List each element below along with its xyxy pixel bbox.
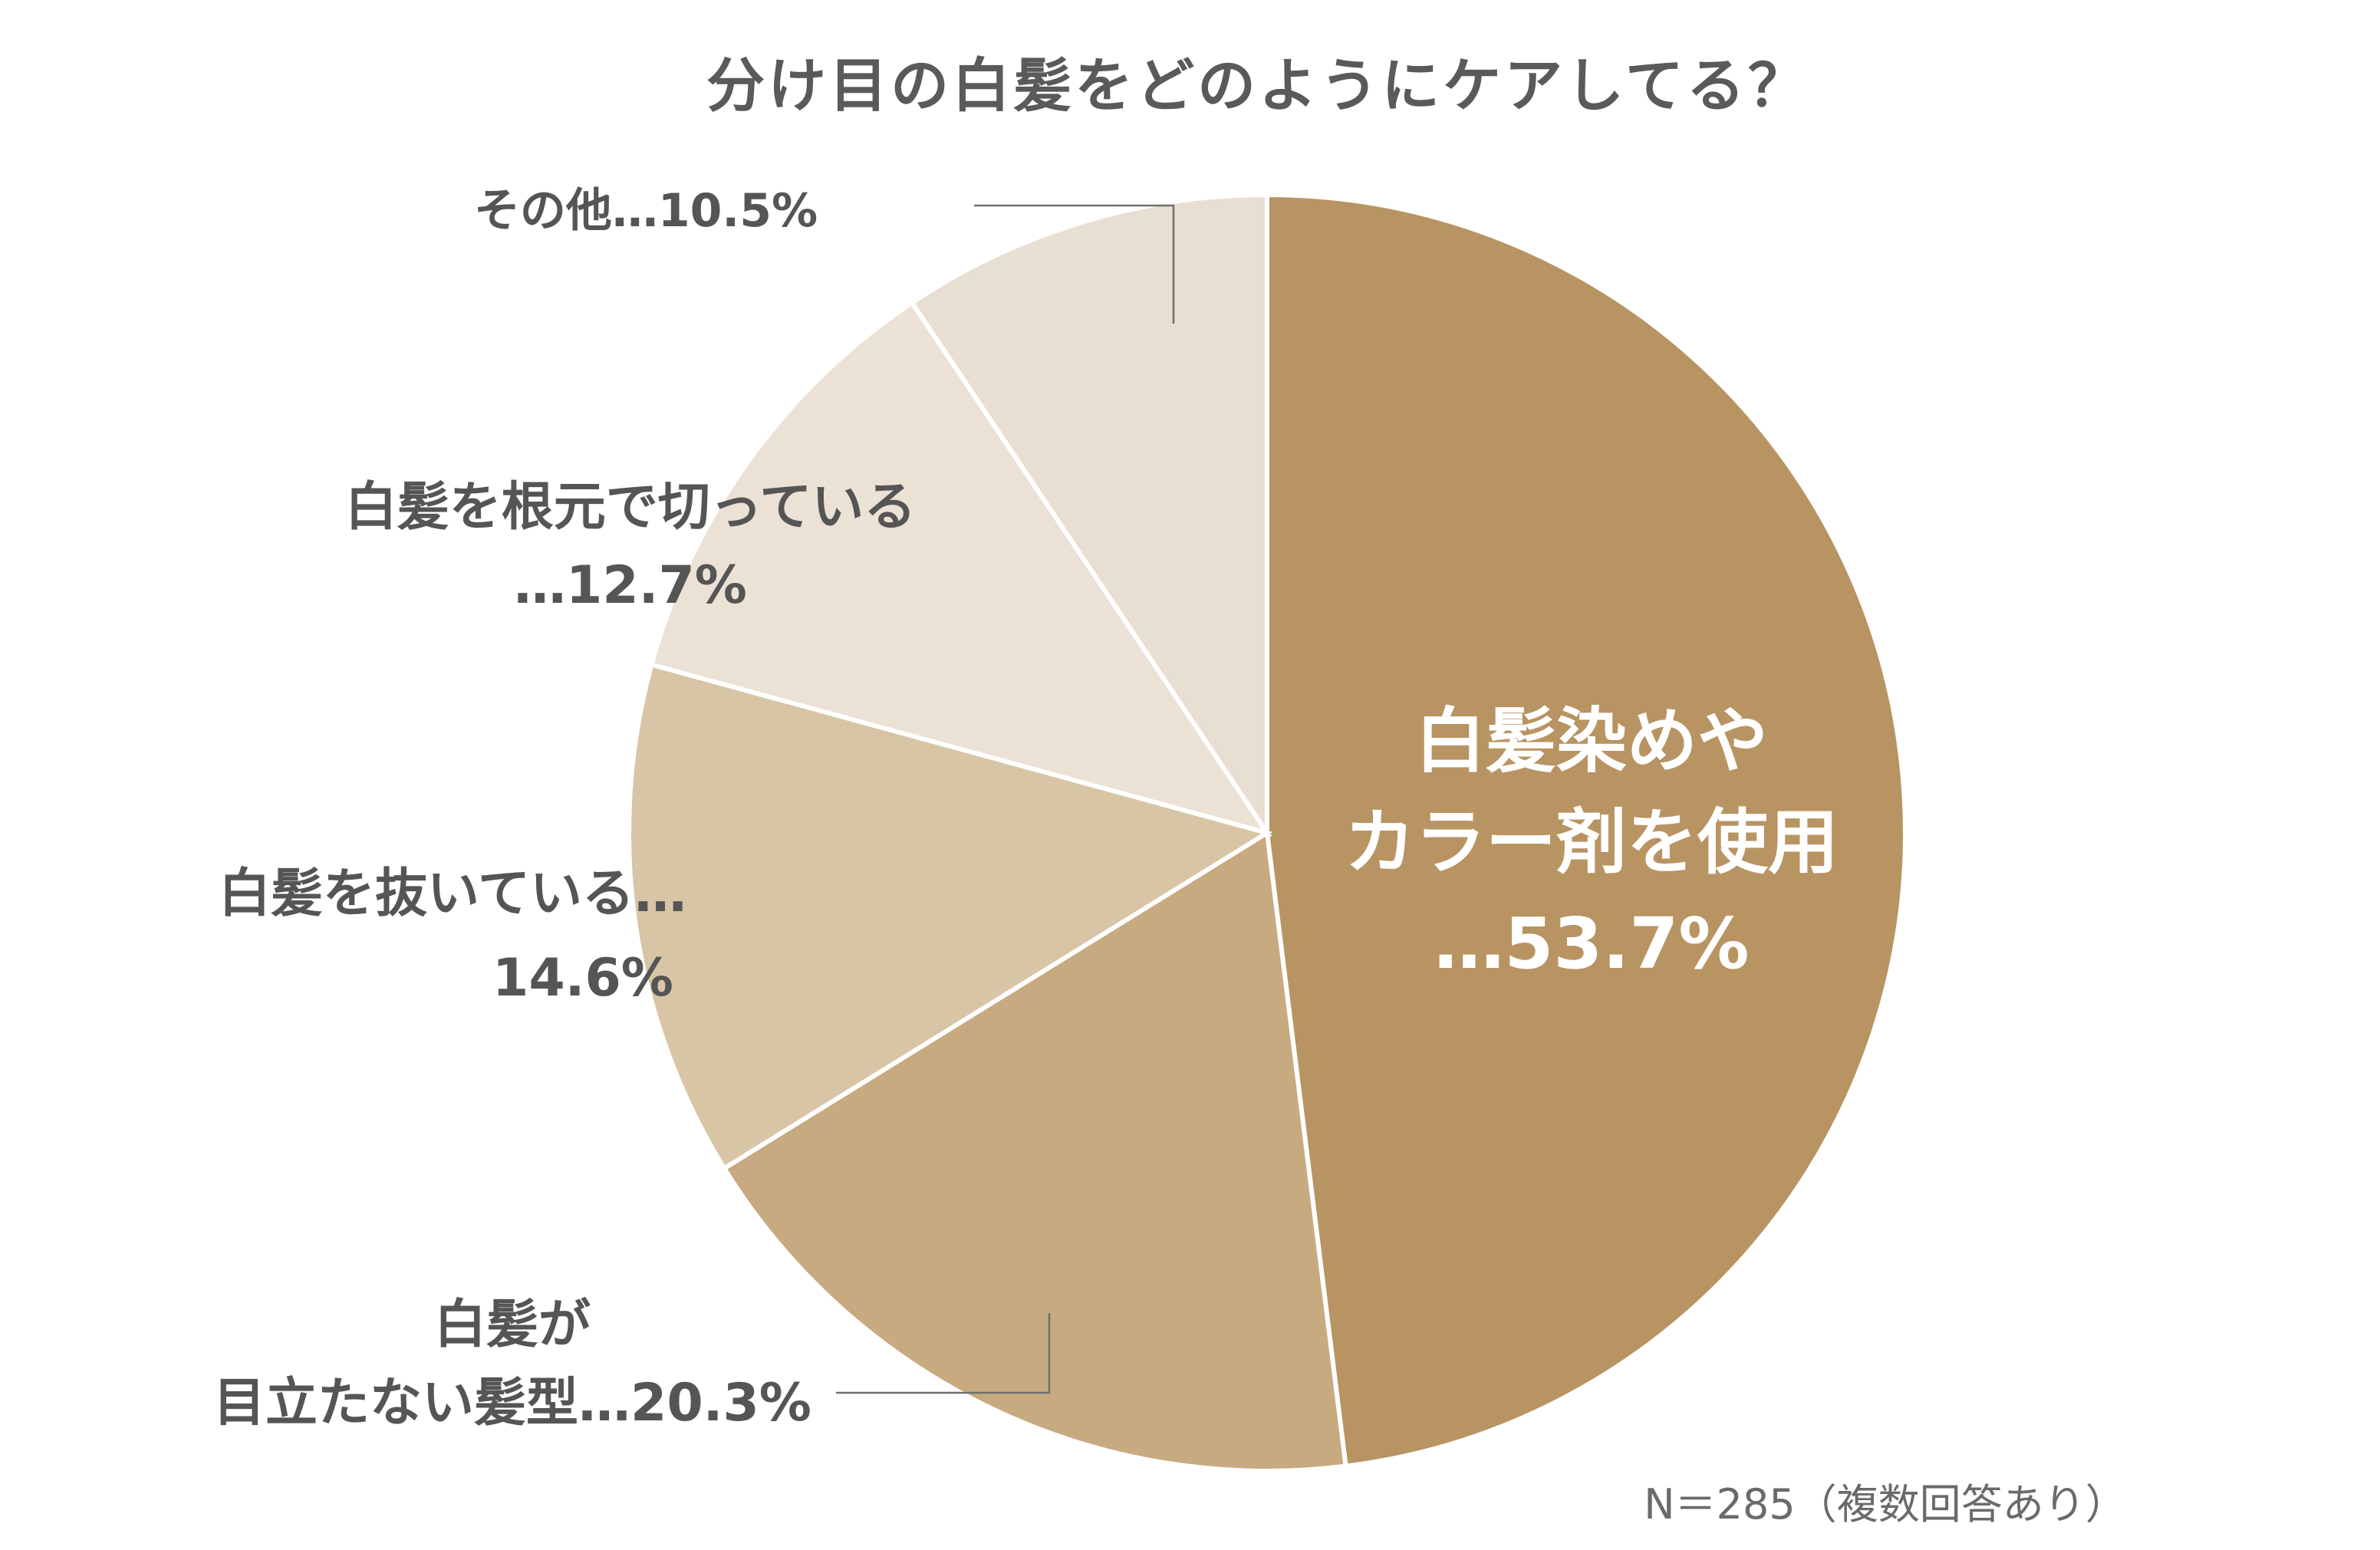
leader-lines	[836, 204, 1175, 1394]
sample-size-note: N＝285（複数回答あり）	[1644, 1480, 2126, 1529]
chart-title: 分け目の白髪をどのようにケアしてる？	[706, 51, 1809, 120]
slice-label-cutting: 白髪を根元で切っている …12.7%	[345, 477, 917, 616]
pie-slice-other	[908, 192, 1269, 841]
slice-label-color-agent-line3: …53.7%	[1434, 903, 1749, 985]
slice-label-color-agent-line1: 白髪染めや	[1415, 700, 1768, 782]
slice-label-hairstyle-line2: 目立たない髪型…20.3%	[213, 1373, 811, 1433]
leader-line-hairstyle	[836, 1313, 1051, 1394]
slice-label-plucking-line2: 14.6%	[492, 948, 673, 1009]
slice-label-hairstyle: 白髪が 目立たない髪型…20.3%	[213, 1295, 811, 1433]
pie-slice-hairstyle	[721, 828, 1348, 1473]
slice-label-plucking-line1: 白髪を抜いている…	[219, 864, 686, 924]
slice-label-plucking: 白髪を抜いている… 14.6%	[219, 864, 686, 1009]
slice-label-cutting-line1: 白髪を根元で切っている	[345, 477, 917, 538]
leader-line-other	[974, 204, 1175, 324]
pie-slice-cutting	[648, 299, 1272, 838]
pie-slices	[627, 192, 1908, 1473]
slice-label-hairstyle-line1: 白髪が	[434, 1295, 591, 1355]
pie-slice-color-agent	[1265, 192, 1908, 1469]
slice-label-other-line1: その他…10.5%	[474, 184, 818, 238]
slice-label-cutting-line2: …12.7%	[514, 555, 747, 616]
slice-label-other: その他…10.5%	[474, 184, 818, 238]
slice-label-color-agent-line2: カラー剤を使用	[1345, 801, 1838, 884]
slice-label-color-agent: 白髪染めや カラー剤を使用 …53.7%	[1345, 700, 1838, 985]
